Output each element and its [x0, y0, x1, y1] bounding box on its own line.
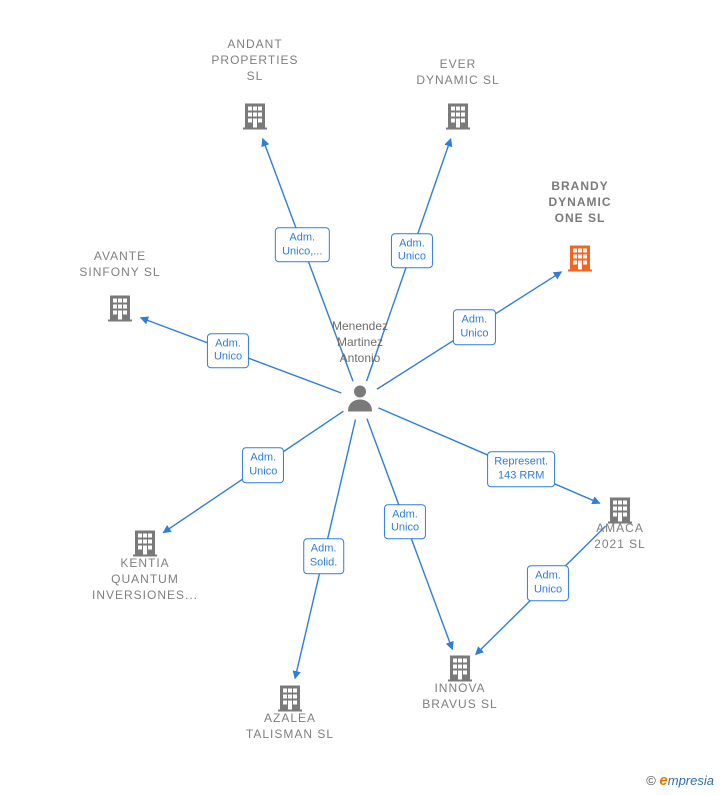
node-label[interactable]: KENTIA QUANTUM INVERSIONES... [75, 555, 215, 604]
edge-label[interactable]: Represent. 143 RRM [487, 452, 555, 488]
edge-label[interactable]: Adm. Unico [384, 504, 426, 540]
copyright-symbol: © [646, 773, 656, 788]
diagram-stage: Menendez Martinez Antonio ANDANT PROPERT… [0, 0, 728, 795]
node-label[interactable]: AMACA 2021 SL [550, 520, 690, 552]
brand-e: e [659, 772, 667, 789]
edge-label[interactable]: Adm. Unico,... [275, 227, 329, 263]
node-label[interactable]: AZALEA TALISMAN SL [220, 710, 360, 742]
node-label[interactable]: AVANTE SINFONY SL [50, 248, 190, 280]
person-icon[interactable] [344, 382, 376, 419]
brand-rest: mpresia [668, 773, 714, 788]
edge-label[interactable]: Adm. Unico [242, 448, 284, 484]
edge-label[interactable]: Adm. Solid. [303, 538, 345, 574]
node-label[interactable]: INNOVA BRAVUS SL [390, 680, 530, 712]
edge-label[interactable]: Adm. Unico [527, 565, 569, 601]
node-label[interactable]: ANDANT PROPERTIES SL [185, 36, 325, 85]
node-label[interactable]: BRANDY DYNAMIC ONE SL [510, 178, 650, 227]
building-icon[interactable] [442, 100, 474, 137]
copyright: © empresia [646, 772, 714, 789]
edge-label[interactable]: Adm. Unico [207, 333, 249, 369]
building-icon[interactable] [564, 242, 596, 279]
edge-label[interactable]: Adm. Unico [453, 309, 495, 345]
building-icon[interactable] [104, 292, 136, 329]
edge-label[interactable]: Adm. Unico [391, 233, 433, 269]
building-icon[interactable] [239, 100, 271, 137]
node-label[interactable]: EVER DYNAMIC SL [388, 56, 528, 88]
center-node-label[interactable]: Menendez Martinez Antonio [290, 318, 430, 367]
